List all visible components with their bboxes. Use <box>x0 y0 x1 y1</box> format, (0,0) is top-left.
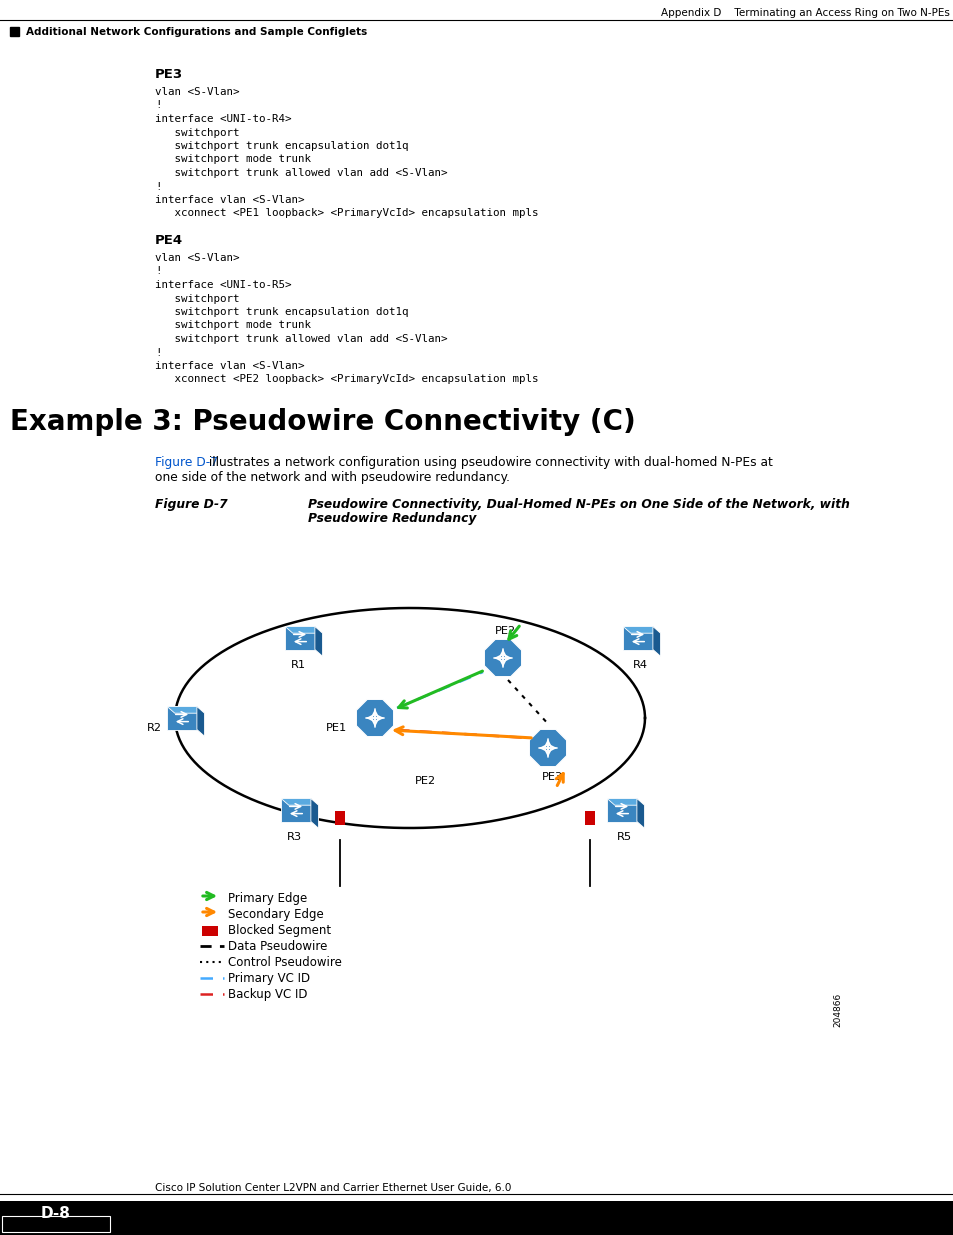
Text: interface <UNI-to-R4>: interface <UNI-to-R4> <box>154 114 292 124</box>
Text: Cisco IP Solution Center L2VPN and Carrier Ethernet User Guide, 6.0: Cisco IP Solution Center L2VPN and Carri… <box>154 1183 511 1193</box>
Text: Pseudowire Connectivity, Dual-Homed N-PEs on One Side of the Network, with: Pseudowire Connectivity, Dual-Homed N-PE… <box>308 498 849 511</box>
Text: R3: R3 <box>286 832 301 842</box>
Polygon shape <box>622 626 659 634</box>
Text: R2: R2 <box>147 722 161 734</box>
Text: switchport mode trunk: switchport mode trunk <box>154 154 311 164</box>
Bar <box>0 1200 953 1235</box>
Text: !: ! <box>154 347 161 357</box>
Text: D-8: D-8 <box>41 1207 71 1221</box>
Text: switchport mode trunk: switchport mode trunk <box>154 321 311 331</box>
Polygon shape <box>652 626 659 656</box>
Polygon shape <box>167 706 196 730</box>
Text: Pseudowire Redundancy: Pseudowire Redundancy <box>308 513 476 525</box>
Polygon shape <box>281 799 318 805</box>
Text: switchport: switchport <box>154 294 239 304</box>
Text: !: ! <box>154 182 161 191</box>
Text: Primary Edge: Primary Edge <box>228 892 307 905</box>
Text: Blocked Segment: Blocked Segment <box>228 924 331 937</box>
Bar <box>202 926 218 936</box>
Text: Control Pseudowire: Control Pseudowire <box>228 956 341 969</box>
Text: interface vlan <S-Vlan>: interface vlan <S-Vlan> <box>154 195 304 205</box>
Polygon shape <box>637 799 644 829</box>
Text: R5: R5 <box>616 832 631 842</box>
Text: xconnect <PE1 loopback> <PrimaryVcId> encapsulation mpls: xconnect <PE1 loopback> <PrimaryVcId> en… <box>154 209 537 219</box>
Text: Additional Network Configurations and Sample Configlets: Additional Network Configurations and Sa… <box>26 27 367 37</box>
Text: one side of the network and with pseudowire redundancy.: one side of the network and with pseudow… <box>154 471 510 484</box>
Text: PE3: PE3 <box>542 772 563 782</box>
Text: R1: R1 <box>290 659 305 671</box>
Text: Figure D-7: Figure D-7 <box>154 456 218 469</box>
Text: switchport trunk allowed vlan add <S-Vlan>: switchport trunk allowed vlan add <S-Vla… <box>154 333 447 345</box>
Text: Example 3: Pseudowire Connectivity (C): Example 3: Pseudowire Connectivity (C) <box>10 408 635 436</box>
Text: switchport trunk encapsulation dot1q: switchport trunk encapsulation dot1q <box>154 141 408 151</box>
Polygon shape <box>281 799 311 821</box>
Text: R4: R4 <box>632 659 647 671</box>
Polygon shape <box>285 626 322 634</box>
Text: Primary VC ID: Primary VC ID <box>228 972 310 986</box>
Text: Figure D-7: Figure D-7 <box>154 498 228 511</box>
Text: Backup VC ID: Backup VC ID <box>228 988 307 1002</box>
Text: interface <UNI-to-R5>: interface <UNI-to-R5> <box>154 280 292 290</box>
Text: OL-21636-01: OL-21636-01 <box>868 1208 945 1220</box>
Text: Data Pseudowire: Data Pseudowire <box>228 940 327 953</box>
Text: xconnect <PE2 loopback> <PrimaryVcId> encapsulation mpls: xconnect <PE2 loopback> <PrimaryVcId> en… <box>154 374 537 384</box>
Polygon shape <box>622 626 652 650</box>
Text: vlan <S-Vlan>: vlan <S-Vlan> <box>154 86 239 98</box>
Polygon shape <box>285 626 314 650</box>
Text: vlan <S-Vlan>: vlan <S-Vlan> <box>154 253 239 263</box>
Bar <box>584 811 595 825</box>
Polygon shape <box>167 706 204 713</box>
Text: !: ! <box>154 100 161 110</box>
Text: PE4: PE4 <box>154 233 183 247</box>
Text: Secondary Edge: Secondary Edge <box>228 908 323 921</box>
Text: PE1: PE1 <box>326 722 347 734</box>
Text: switchport: switchport <box>154 127 239 137</box>
Bar <box>2 1216 110 1233</box>
Text: 204866: 204866 <box>833 993 841 1028</box>
Polygon shape <box>314 626 322 656</box>
Polygon shape <box>196 706 204 736</box>
Text: switchport trunk encapsulation dot1q: switchport trunk encapsulation dot1q <box>154 308 408 317</box>
Polygon shape <box>529 730 566 767</box>
Bar <box>10 27 19 36</box>
Polygon shape <box>606 799 644 805</box>
Text: switchport trunk allowed vlan add <S-Vlan>: switchport trunk allowed vlan add <S-Vla… <box>154 168 447 178</box>
Text: PE2: PE2 <box>414 776 436 785</box>
Text: illustrates a network configuration using pseudowire connectivity with dual-home: illustrates a network configuration usin… <box>205 456 772 469</box>
Polygon shape <box>356 699 394 736</box>
Bar <box>335 811 345 825</box>
Text: PE2: PE2 <box>494 626 515 636</box>
Polygon shape <box>606 799 637 821</box>
Polygon shape <box>311 799 318 829</box>
Text: !: ! <box>154 267 161 277</box>
Text: PE3: PE3 <box>154 68 183 82</box>
Text: interface vlan <S-Vlan>: interface vlan <S-Vlan> <box>154 361 304 370</box>
Polygon shape <box>484 640 521 677</box>
Text: Appendix D    Terminating an Access Ring on Two N-PEs: Appendix D Terminating an Access Ring on… <box>660 7 949 19</box>
